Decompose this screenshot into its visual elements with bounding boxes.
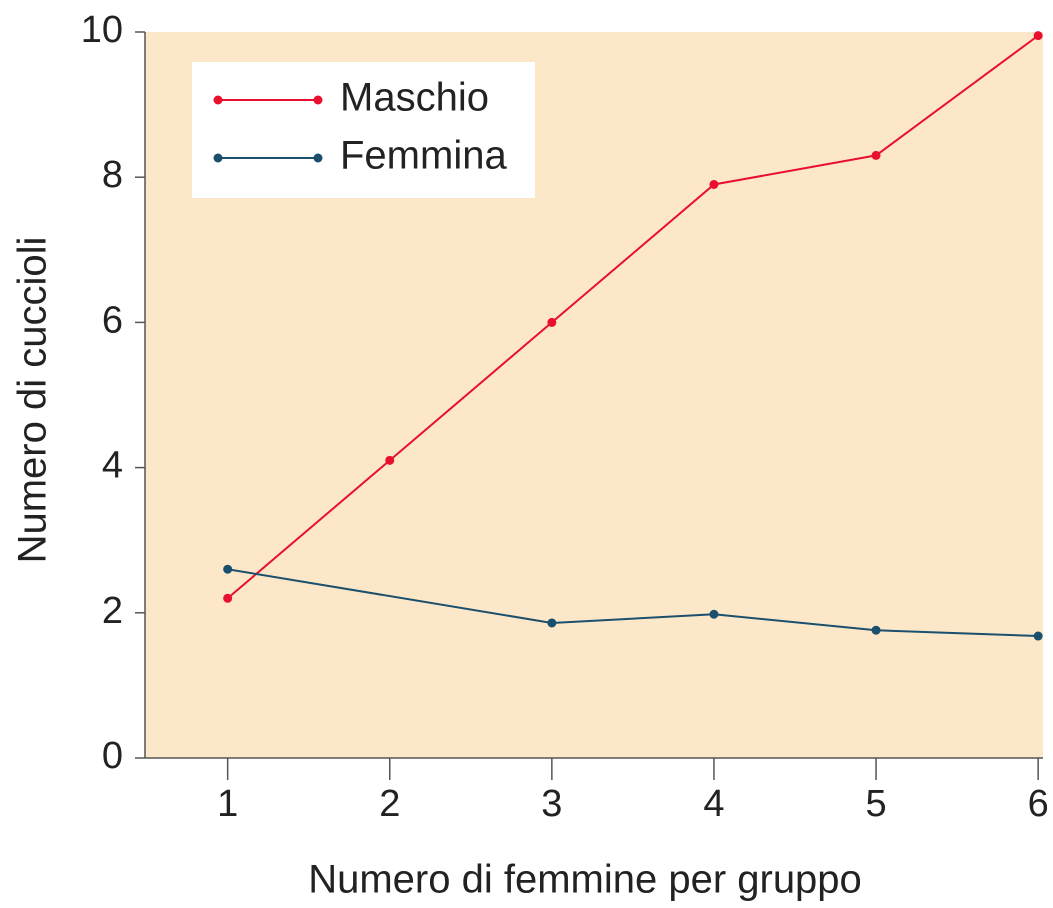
y-tick-label: 8	[102, 154, 123, 196]
x-tick-label: 5	[865, 783, 886, 825]
data-point	[709, 179, 719, 189]
x-tick-label: 3	[541, 783, 562, 825]
legend-dot	[213, 95, 223, 105]
data-point	[547, 317, 557, 327]
data-point	[547, 618, 557, 628]
y-tick-label: 4	[102, 445, 123, 487]
x-tick-label: 6	[1028, 783, 1049, 825]
data-point	[871, 150, 881, 160]
series-line	[227, 34, 1039, 600]
y-tick-label: 2	[102, 590, 123, 632]
data-point	[1033, 631, 1043, 641]
y-tick-label: 10	[81, 9, 123, 51]
y-axis-title: Numero di cuccioli	[11, 237, 55, 564]
data-point	[385, 455, 395, 465]
legend-label: Femmina	[340, 134, 507, 178]
data-point	[1033, 31, 1043, 41]
data-point	[223, 564, 233, 574]
legend-dot	[313, 95, 323, 105]
x-axis-title: Numero di femmine per gruppo	[308, 858, 862, 902]
y-tick-label: 6	[102, 299, 123, 341]
data-point	[223, 593, 233, 603]
x-tick-label: 1	[217, 783, 238, 825]
legend-box	[192, 62, 535, 198]
data-point	[871, 625, 881, 635]
data-point	[709, 609, 719, 619]
legend-dot	[313, 153, 323, 163]
x-tick-label: 4	[703, 783, 724, 825]
legend-label: Maschio	[340, 76, 489, 120]
legend-dot	[213, 153, 223, 163]
legend: Maschio Femmina	[192, 62, 535, 198]
y-tick-label: 0	[102, 735, 123, 777]
x-tick-label: 2	[379, 783, 400, 825]
